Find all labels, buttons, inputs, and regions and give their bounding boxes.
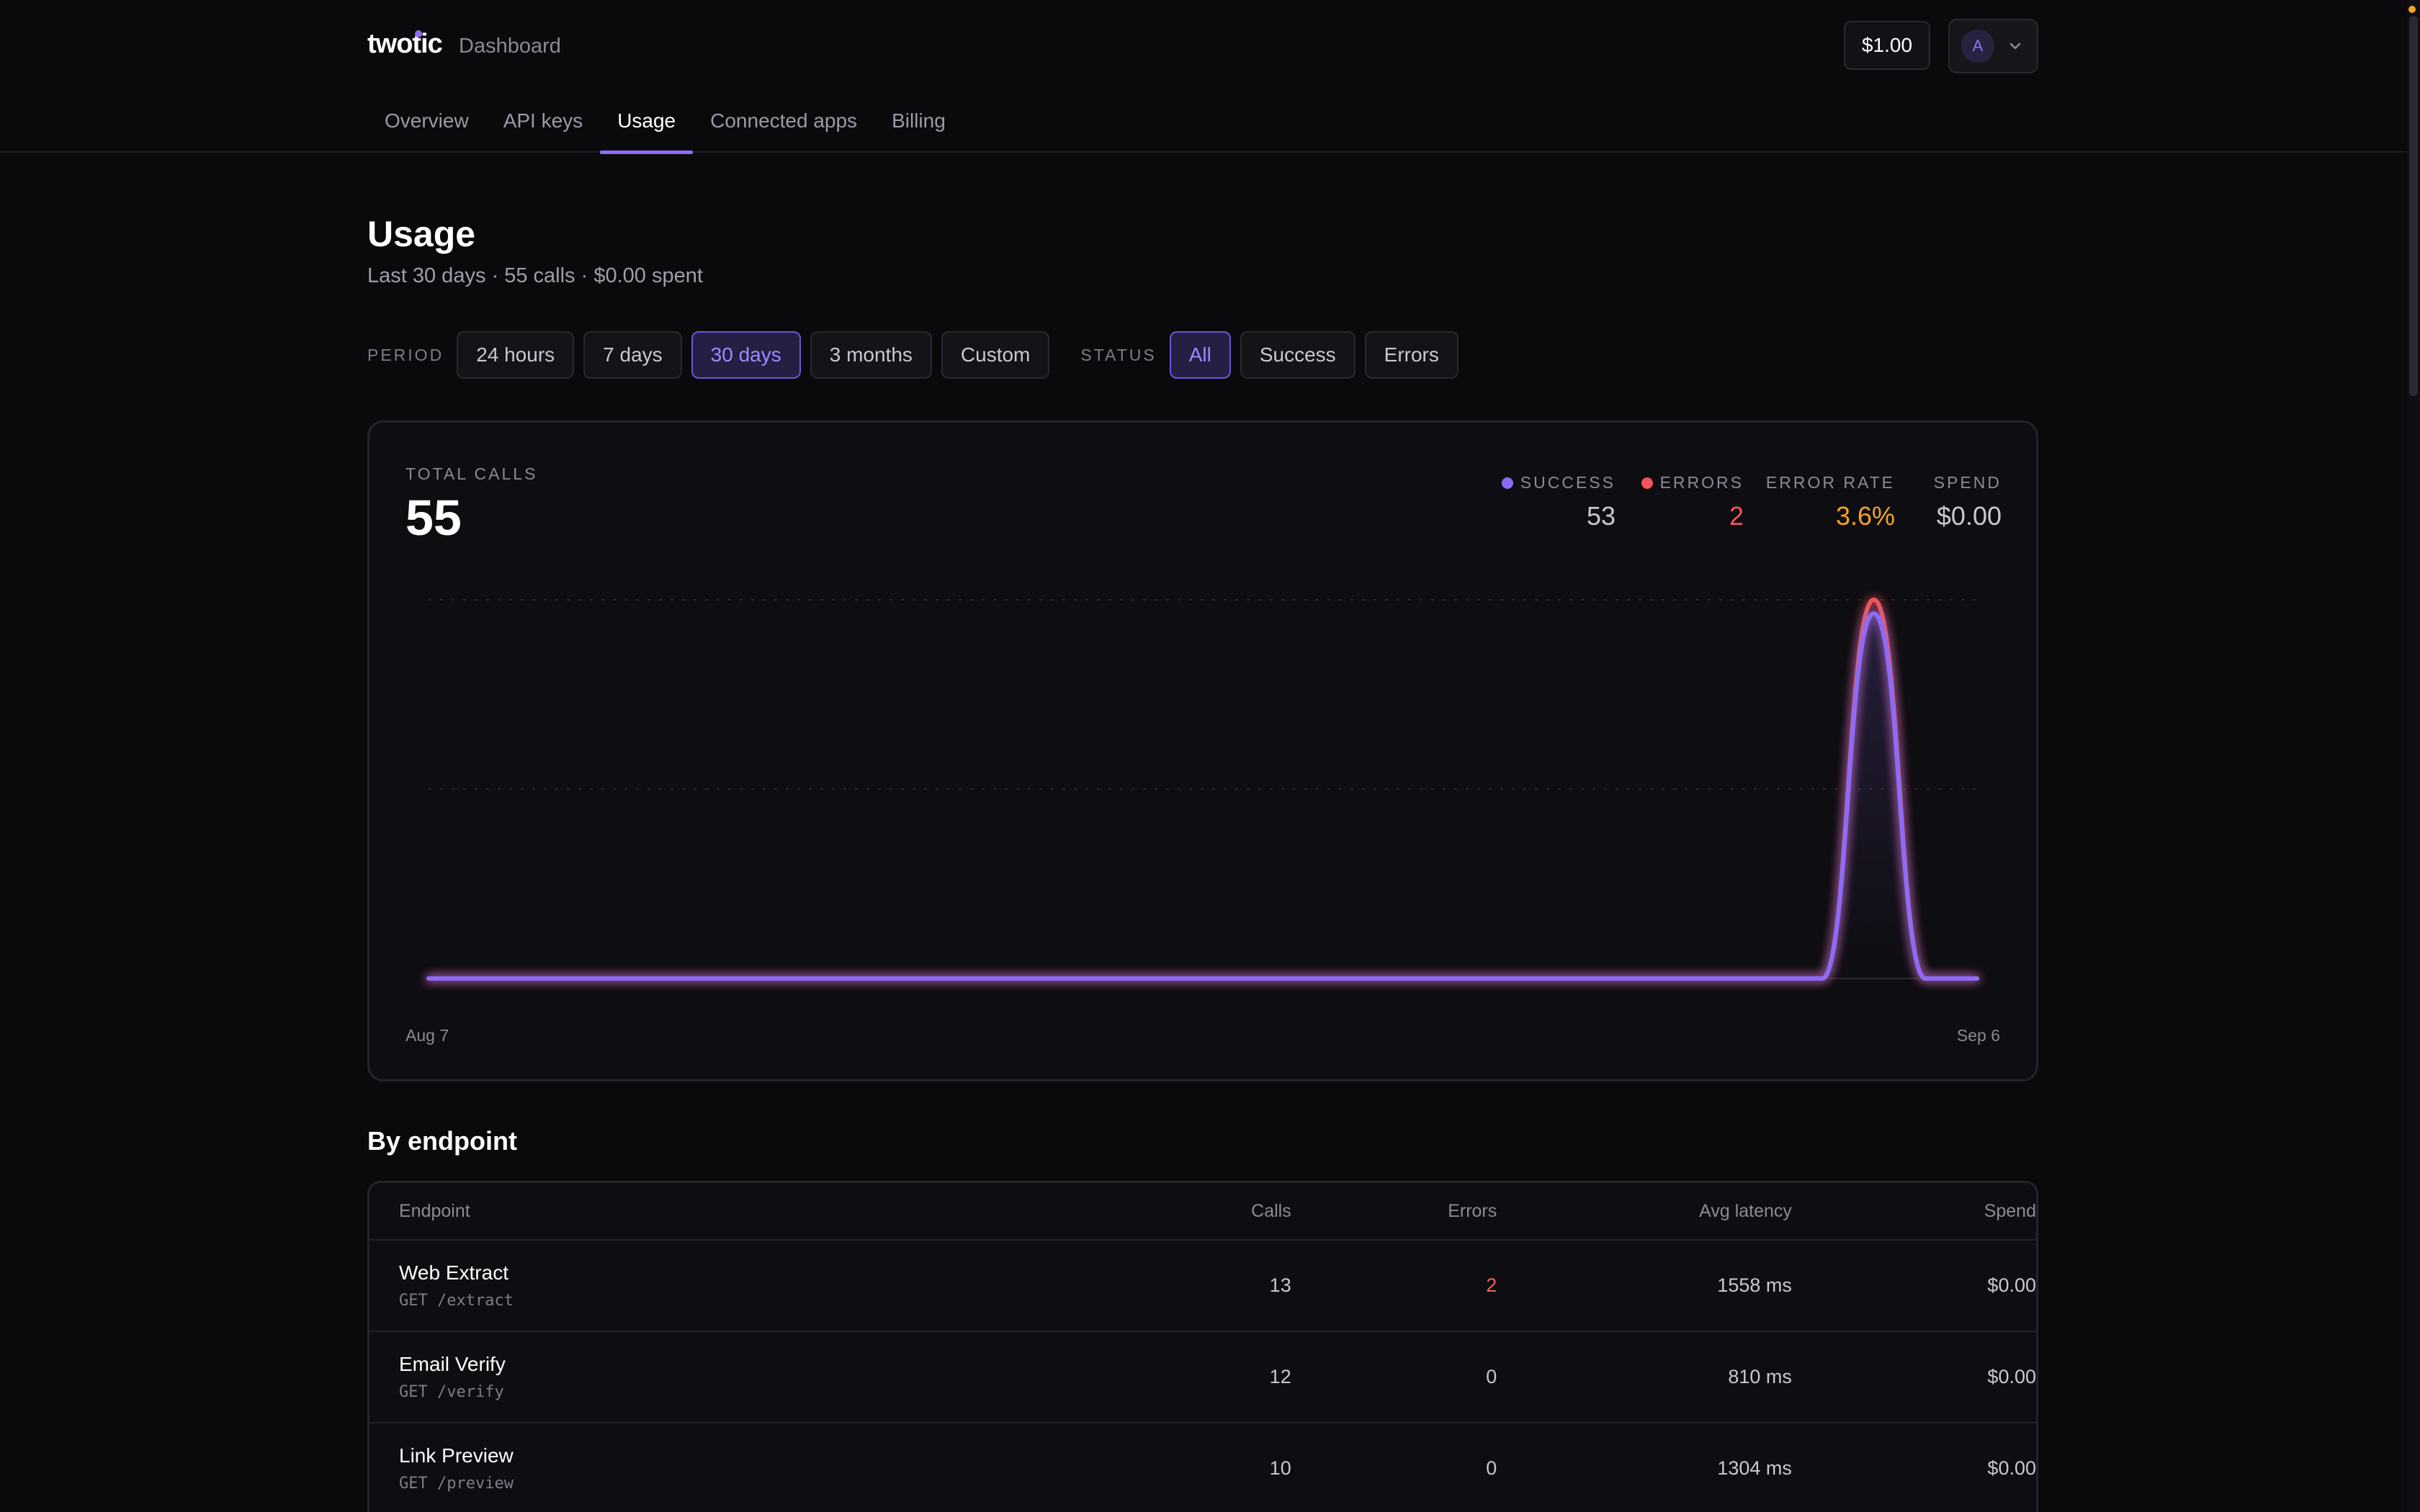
success-stat: SUCCESS 53	[1501, 473, 1615, 531]
filter-bar: PERIOD 24 hours 7 days 30 days 3 months …	[367, 331, 1468, 379]
endpoint-errors: 0	[1486, 1457, 1497, 1479]
status-all-button[interactable]: All	[1169, 331, 1231, 379]
success-label: SUCCESS	[1520, 473, 1615, 492]
top-navigation: twotic Dashboard $1.00 A Overview API ke…	[0, 0, 2407, 154]
endpoint-spend: $0.00	[1987, 1457, 2036, 1479]
error-rate-label: ERROR RATE	[1765, 473, 1895, 492]
period-30-days-button[interactable]: 30 days	[691, 331, 801, 379]
column-endpoint[interactable]: Endpoint	[399, 1200, 470, 1221]
column-spend[interactable]: Spend	[1984, 1200, 2036, 1221]
errors-stat: ERRORS 2	[1641, 473, 1744, 531]
endpoint-calls: 10	[1269, 1457, 1291, 1479]
endpoints-table: Endpoint Calls Errors Avg latency Spend …	[367, 1181, 2038, 1512]
column-calls[interactable]: Calls	[1251, 1200, 1291, 1221]
chart-area-fill	[429, 613, 1977, 978]
endpoint-spend: $0.00	[1987, 1274, 2036, 1296]
period-custom-button[interactable]: Custom	[941, 331, 1050, 379]
scrollbar-thumb[interactable]	[2409, 16, 2418, 396]
notification-dot-icon	[2408, 6, 2416, 13]
tab-api-keys[interactable]: API keys	[503, 109, 583, 132]
chart-gridlines	[429, 599, 1977, 979]
tab-billing[interactable]: Billing	[892, 109, 946, 132]
status-label: STATUS	[1080, 345, 1157, 364]
logo[interactable]: twotic	[367, 29, 443, 59]
balance-value: $1.00	[1861, 34, 1913, 56]
logo-dot-icon	[415, 30, 422, 37]
chart-series-success-line	[426, 611, 1979, 981]
endpoint-path: GET /verify	[399, 1383, 504, 1401]
endpoint-latency: 1304 ms	[1717, 1457, 1792, 1479]
breadcrumb-dashboard[interactable]: Dashboard	[459, 35, 561, 58]
endpoint-calls: 13	[1269, 1274, 1291, 1296]
table-row[interactable]: Link Preview GET /preview 10 0 1304 ms $…	[369, 1423, 2036, 1512]
error-rate-value: 3.6%	[1835, 501, 1895, 531]
period-7-days-button[interactable]: 7 days	[583, 331, 682, 379]
account-menu-button[interactable]: A	[1948, 19, 2038, 73]
balance-button[interactable]: $1.00	[1844, 21, 1930, 70]
spend-stat: SPEND $0.00	[1934, 473, 2002, 531]
success-dot-icon	[1501, 477, 1513, 489]
tab-overview[interactable]: Overview	[385, 109, 469, 132]
endpoint-name: Link Preview	[399, 1444, 514, 1467]
column-errors[interactable]: Errors	[1448, 1200, 1497, 1221]
endpoint-name: Web Extract	[399, 1261, 508, 1284]
endpoints-title: By endpoint	[367, 1126, 517, 1156]
table-row[interactable]: Web Extract GET /extract 13 2 1558 ms $0…	[369, 1241, 2036, 1332]
endpoint-spend: $0.00	[1987, 1366, 2036, 1387]
endpoint-latency: 1558 ms	[1717, 1274, 1792, 1296]
period-label: PERIOD	[367, 345, 444, 364]
period-24-hours-button[interactable]: 24 hours	[457, 331, 575, 379]
tab-usage[interactable]: Usage	[600, 101, 694, 154]
success-value: 53	[1586, 501, 1615, 531]
page-title: Usage	[367, 214, 476, 254]
endpoint-path: GET /extract	[399, 1292, 514, 1310]
status-errors-button[interactable]: Errors	[1364, 331, 1458, 379]
endpoint-latency: 810 ms	[1728, 1366, 1792, 1387]
avatar: A	[1961, 30, 1994, 63]
endpoint-errors: 2	[1486, 1274, 1497, 1296]
section-tabs: Overview API keys Usage Connected apps B…	[367, 101, 963, 154]
total-calls-label: TOTAL CALLS	[405, 464, 538, 483]
page-subtitle: Last 30 days · 55 calls · $0.00 spent	[367, 264, 703, 287]
spend-value: $0.00	[1936, 501, 2002, 531]
period-3-months-button[interactable]: 3 months	[810, 331, 932, 379]
errors-label: ERRORS	[1659, 473, 1744, 492]
errors-value: 2	[1729, 501, 1744, 531]
chart-series	[426, 597, 1979, 981]
column-avg-latency[interactable]: Avg latency	[1699, 1200, 1792, 1221]
status-success-button[interactable]: Success	[1240, 331, 1355, 379]
spend-label: SPEND	[1933, 473, 2002, 492]
endpoint-path: GET /preview	[399, 1475, 514, 1493]
x-axis-start-label: Aug 7	[405, 1026, 449, 1045]
error-rate-stat: ERROR RATE 3.6%	[1766, 473, 1895, 531]
chevron-down-icon	[2009, 39, 2022, 54]
errors-dot-icon	[1641, 477, 1653, 489]
endpoint-errors: 0	[1486, 1366, 1497, 1387]
endpoint-name: Email Verify	[399, 1353, 506, 1375]
table-row[interactable]: Email Verify GET /verify 12 0 810 ms $0.…	[369, 1332, 2036, 1423]
tab-connected-apps[interactable]: Connected apps	[710, 109, 858, 132]
total-calls-value: 55	[405, 490, 462, 546]
x-axis-end-label: Sep 6	[1956, 1026, 2000, 1045]
table-header: Endpoint Calls Errors Avg latency Spend	[369, 1183, 2036, 1241]
usage-line-chart	[426, 597, 1979, 981]
endpoint-calls: 12	[1269, 1366, 1291, 1387]
usage-chart-card: TOTAL CALLS 55 SUCCESS 53 ERRORS 2 ERROR…	[367, 420, 2038, 1081]
